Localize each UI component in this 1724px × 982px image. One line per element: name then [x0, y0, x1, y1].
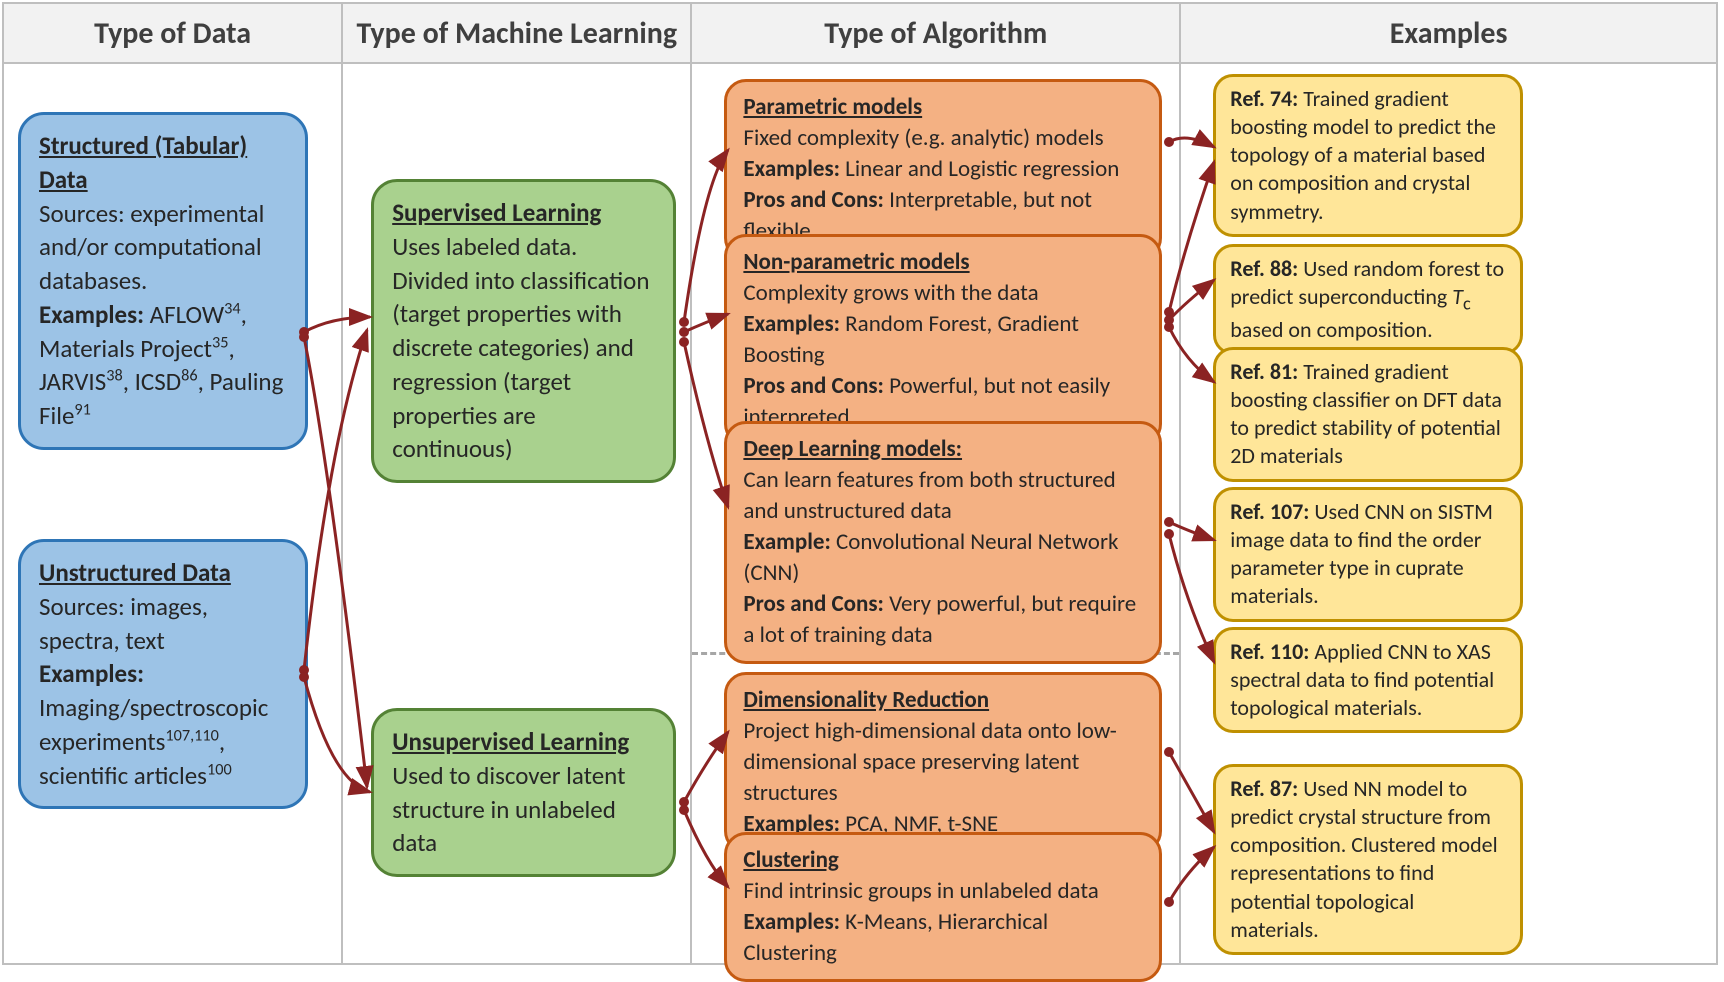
- box-supervised: Supervised Learning Uses labeled data. D…: [371, 179, 676, 483]
- supervised-title: Supervised Learning: [392, 196, 655, 230]
- parametric-desc: Fixed complexity (e.g. analytic) models: [743, 123, 1143, 154]
- dimred-title: Dimensionality Reduction: [743, 685, 1143, 716]
- box-structured-data: Structured (Tabular) Data Sources: exper…: [18, 112, 308, 450]
- box-ref-107: Ref. 107: Used CNN on SISTM image data t…: [1213, 487, 1523, 622]
- col-type-of-ml: Supervised Learning Uses labeled data. D…: [343, 64, 692, 965]
- nonparam-desc: Complexity grows with the data: [743, 278, 1143, 309]
- deep-title: Deep Learning models:: [743, 434, 1143, 465]
- structured-examples: Examples: AFLOW34, Materials Project35, …: [39, 298, 287, 433]
- nonparam-title: Non-parametric models: [743, 247, 1143, 278]
- box-clustering: Clustering Find intrinsic groups in unla…: [724, 832, 1162, 982]
- examples-label: Examples:: [39, 299, 144, 330]
- supervised-body: Uses labeled data. Divided into classifi…: [392, 230, 655, 466]
- col-type-of-data: Structured (Tabular) Data Sources: exper…: [4, 64, 343, 965]
- box-ref-110: Ref. 110: Applied CNN to XAS spectral da…: [1213, 627, 1523, 733]
- sources-label: Sources:: [39, 198, 125, 229]
- col-type-of-algorithm: Parametric models Fixed complexity (e.g.…: [692, 64, 1181, 965]
- unstructured-title: Unstructured Data: [39, 556, 287, 590]
- unsupervised-title: Unsupervised Learning: [392, 725, 655, 759]
- sources-label: Sources:: [39, 591, 125, 622]
- dimred-desc: Project high-dimensional data onto low-d…: [743, 716, 1143, 809]
- header-type-of-algorithm: Type of Algorithm: [692, 4, 1181, 62]
- box-ref-81: Ref. 81: Trained gradient boosting class…: [1213, 347, 1523, 482]
- box-ref-87: Ref. 87: Used NN model to predict crysta…: [1213, 764, 1523, 955]
- unstructured-examples: Examples: Imaging/spectroscopic experime…: [39, 657, 287, 792]
- box-unstructured-data: Unstructured Data Sources: images, spect…: [18, 539, 308, 809]
- cluster-title: Clustering: [743, 845, 1143, 876]
- box-ref-88: Ref. 88: Used random forest to predict s…: [1213, 244, 1523, 355]
- box-unsupervised: Unsupervised Learning Used to discover l…: [371, 708, 676, 877]
- structured-title: Structured (Tabular) Data: [39, 129, 287, 197]
- cluster-desc: Find intrinsic groups in unlabeled data: [743, 876, 1143, 907]
- parametric-title: Parametric models: [743, 92, 1143, 123]
- col-examples: Ref. 74: Trained gradient boosting model…: [1181, 64, 1716, 965]
- examples-label: Examples:: [39, 658, 144, 689]
- box-deep-learning: Deep Learning models: Can learn features…: [724, 421, 1162, 664]
- header-examples: Examples: [1181, 4, 1716, 62]
- header-type-of-ml: Type of Machine Learning: [343, 4, 692, 62]
- box-ref-74: Ref. 74: Trained gradient boosting model…: [1213, 74, 1523, 237]
- unsupervised-body: Used to discover latent structure in unl…: [392, 759, 655, 860]
- box-nonparametric: Non-parametric models Complexity grows w…: [724, 234, 1162, 446]
- content-area: Structured (Tabular) Data Sources: exper…: [4, 64, 1716, 965]
- header-type-of-data: Type of Data: [4, 4, 343, 62]
- deep-desc: Can learn features from both structured …: [743, 465, 1143, 527]
- unstructured-sources: Sources: images, spectra, text: [39, 590, 287, 658]
- structured-sources: Sources: experimental and/or computation…: [39, 197, 287, 298]
- header-row: Type of Data Type of Machine Learning Ty…: [4, 4, 1716, 64]
- diagram-frame: Type of Data Type of Machine Learning Ty…: [2, 2, 1718, 965]
- box-dimensionality-reduction: Dimensionality Reduction Project high-di…: [724, 672, 1162, 853]
